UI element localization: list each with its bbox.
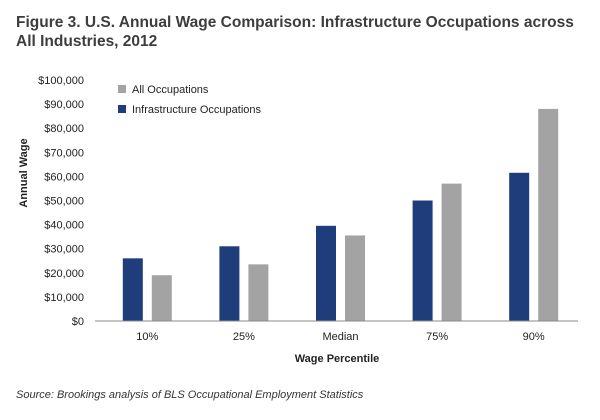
y-tick-label: $20,000 — [44, 268, 84, 280]
legend: All Occupations Infrastructure Occupation… — [118, 84, 262, 116]
chart-title: Figure 3. U.S. Annual Wage Comparison: I… — [16, 14, 574, 50]
bar-all-occupations — [441, 183, 462, 321]
y-tick-label: $100,000 — [38, 75, 84, 87]
legend-swatch — [118, 105, 126, 113]
legend-label: Infrastructure Occupations — [132, 104, 262, 116]
y-tick-label: $90,000 — [44, 99, 84, 111]
bar-all-occupations — [248, 264, 269, 321]
y-tick-label: $70,000 — [44, 147, 84, 159]
x-tick-label: 25% — [233, 331, 255, 343]
bar-all-occupations — [538, 108, 559, 321]
y-axis-label: Annual Wage — [18, 138, 30, 207]
bar-all-occupations — [345, 235, 365, 321]
y-axis-ticks: $0 $10,000 $20,000 $30,000 $40,000 $50,000 $60… — [38, 75, 84, 328]
legend-label: All Occupations — [132, 84, 209, 96]
y-tick-label: $60,000 — [44, 171, 84, 183]
bar-infrastructure — [316, 225, 336, 321]
x-axis-ticks: 10% 25% Median 75% 90% — [136, 331, 545, 343]
legend-swatch — [118, 85, 126, 93]
bar-infrastructure — [412, 200, 433, 321]
y-tick-label: $0 — [72, 316, 84, 328]
bar-infrastructure — [122, 258, 143, 321]
source-note: Source: Brookings analysis of BLS Occupa… — [16, 389, 364, 401]
y-tick-label: $50,000 — [44, 196, 84, 208]
bars — [122, 108, 559, 321]
bar-infrastructure — [509, 172, 530, 321]
x-axis-label: Wage Percentile — [295, 353, 380, 365]
y-tick-label: $80,000 — [44, 123, 84, 135]
y-tick-label: $10,000 — [44, 292, 84, 304]
x-tick-label: 75% — [426, 331, 448, 343]
x-tick-label: Median — [322, 331, 358, 343]
y-tick-label: $40,000 — [44, 220, 84, 232]
bar-infrastructure — [219, 246, 240, 321]
x-tick-label: 10% — [136, 331, 158, 343]
bar-all-occupations — [151, 275, 172, 321]
y-tick-label: $30,000 — [44, 244, 84, 256]
x-tick-label: 90% — [523, 331, 545, 343]
